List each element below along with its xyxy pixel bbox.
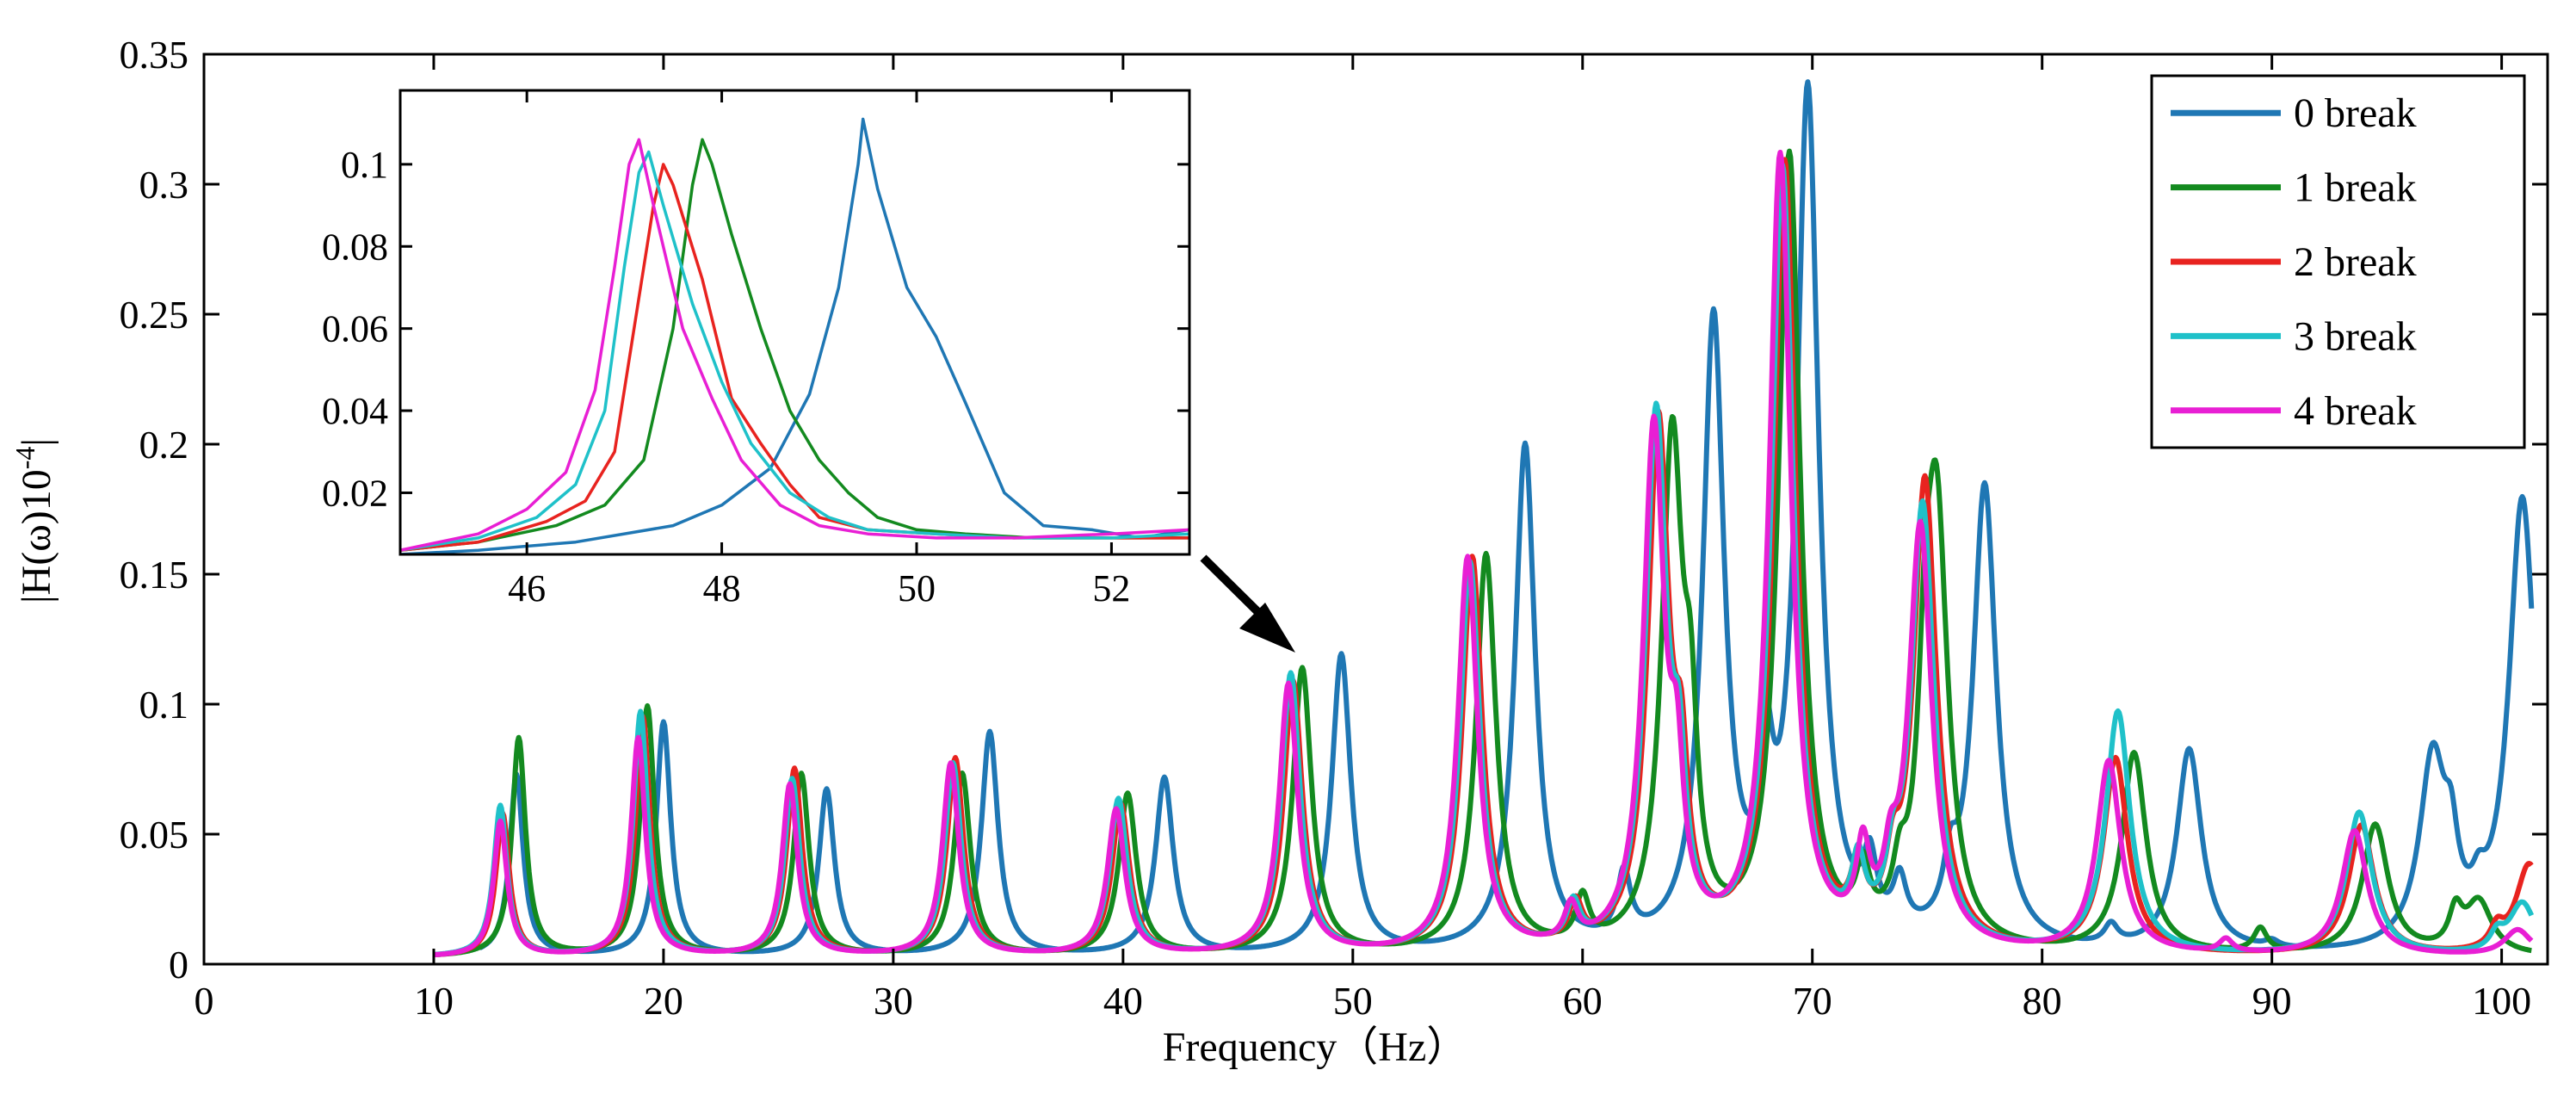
x-tick-label-3: 30: [874, 979, 913, 1023]
inset-y-tick-label-2: 0.06: [322, 308, 388, 350]
legend-label-1: 1 break: [2294, 165, 2417, 211]
y-tick-label-3: 0.15: [120, 553, 189, 597]
y-axis-title-suffix: |: [14, 438, 59, 447]
inset-background: [400, 90, 1189, 554]
x-tick-label-6: 60: [1563, 979, 1603, 1023]
x-tick-label-2: 20: [644, 979, 683, 1023]
legend-label-2: 2 break: [2294, 239, 2417, 285]
zoom-arrow: [1200, 554, 1295, 653]
main-plot-frame: [202, 53, 2549, 966]
inset-border: [398, 89, 1191, 556]
y-tick-label-1: 0.05: [120, 813, 189, 857]
inset-y-tick-label-1: 0.04: [322, 390, 388, 432]
main-axis-ticks: 0 10 20 30 40 50 60 70 80 90 100 0 0.05 0.1 0.15 0.2 0.2…: [120, 33, 2548, 1023]
inset-x-tick-label-0: 46: [508, 567, 546, 609]
x-tick-label-4: 40: [1103, 979, 1143, 1023]
x-tick-label-5: 50: [1333, 979, 1373, 1023]
y-axis-title-main: |H(ω)10: [14, 469, 59, 603]
y-tick-label-0: 0: [169, 943, 188, 987]
y-tick-label-7: 0.35: [120, 33, 189, 77]
x-tick-label-9: 90: [2252, 979, 2292, 1023]
y-axis-title: |H(ω)10-4|: [9, 438, 59, 603]
inset-series-line-3: [400, 150, 1189, 552]
legend-label-0: 0 break: [2294, 90, 2417, 136]
legend-label-3: 3 break: [2294, 313, 2417, 359]
inset-series-line-4: [400, 138, 1189, 552]
inset-y-tick-label-0: 0.02: [322, 472, 388, 514]
inset-x-tick-label-3: 52: [1092, 567, 1130, 609]
inset-y-tick-label-3: 0.08: [322, 226, 388, 268]
legend: 0 break 1 break 2 break 3 break 4 break: [2150, 74, 2526, 449]
inset-chart: 46 48 50 52 0.02 0.04 0.06 0.08 0.1: [322, 89, 1191, 609]
legend-label-4: 4 break: [2294, 388, 2417, 434]
x-tick-label-1: 10: [414, 979, 454, 1023]
x-tick-label-8: 80: [2023, 979, 2062, 1023]
y-tick-label-5: 0.25: [120, 293, 189, 337]
y-tick-label-2: 0.1: [139, 683, 189, 727]
series-line-1: [432, 148, 2533, 958]
inset-x-tick-label-2: 50: [898, 567, 936, 609]
x-axis-title: Frequency（Hz）: [1163, 1024, 1468, 1070]
inset-series-group: [400, 117, 1189, 554]
zoom-arrow-head: [1239, 603, 1295, 653]
x-tick-label-7: 70: [1793, 979, 1832, 1023]
series-line-4: [432, 150, 2534, 958]
x-tick-label-0: 0: [195, 979, 214, 1023]
series-line-0: [478, 79, 2535, 955]
inset-series-line-1: [400, 138, 1189, 552]
y-tick-label-6: 0.3: [139, 163, 189, 207]
axis-titles: Frequency（Hz） |H(ω)10-4|: [9, 438, 1467, 1070]
x-tick-label-10: 100: [2472, 979, 2531, 1023]
inset-x-tick-label-1: 48: [703, 567, 741, 609]
inset-series-line-0: [400, 117, 1189, 554]
inset-y-tick-label-4: 0.1: [341, 144, 388, 186]
plot-border: [202, 53, 2549, 966]
y-axis-title-exponent: -4: [9, 447, 40, 470]
main-series-group: [432, 79, 2535, 958]
y-tick-label-4: 0.2: [139, 423, 189, 467]
